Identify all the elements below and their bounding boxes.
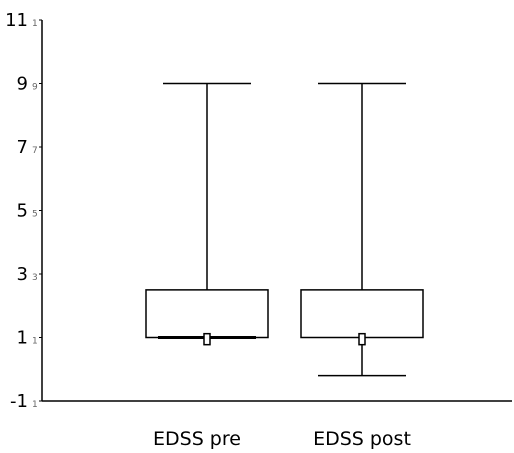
- y-tick-minor-label: 1: [32, 337, 38, 347]
- box-series: [145, 82, 424, 377]
- median-marker: [358, 332, 366, 346]
- box-1: [145, 82, 269, 346]
- y-tick-minor-label: 1: [32, 19, 38, 29]
- box-2: [300, 82, 424, 377]
- y-tick-labels: 11 19 97 75 53 31 1-1 1: [5, 10, 42, 412]
- y-tick-minor-label: 3: [32, 273, 38, 283]
- y-tick-label: 5: [17, 201, 28, 222]
- category-label: EDSS pre: [153, 428, 241, 450]
- y-tick-label: 7: [17, 137, 28, 158]
- category-label: EDSS post: [313, 428, 411, 450]
- y-tick-minor-label: 5: [32, 210, 38, 220]
- box-body: [300, 289, 424, 339]
- y-tick-label: 3: [17, 264, 28, 285]
- y-tick-label: 9: [17, 74, 28, 95]
- y-tick-minor-label: 7: [32, 146, 38, 156]
- box-body: [145, 289, 269, 339]
- y-tick-label: -1: [10, 391, 28, 412]
- y-tick-label: 1: [17, 328, 28, 349]
- y-tick-minor-label: 9: [32, 83, 38, 93]
- median-marker: [203, 332, 211, 346]
- y-tick-minor-label: 1: [32, 400, 38, 410]
- category-labels: EDSS pre EDSS post: [153, 428, 411, 450]
- plot-frame: [41, 20, 512, 402]
- y-tick-label: 11: [5, 10, 28, 31]
